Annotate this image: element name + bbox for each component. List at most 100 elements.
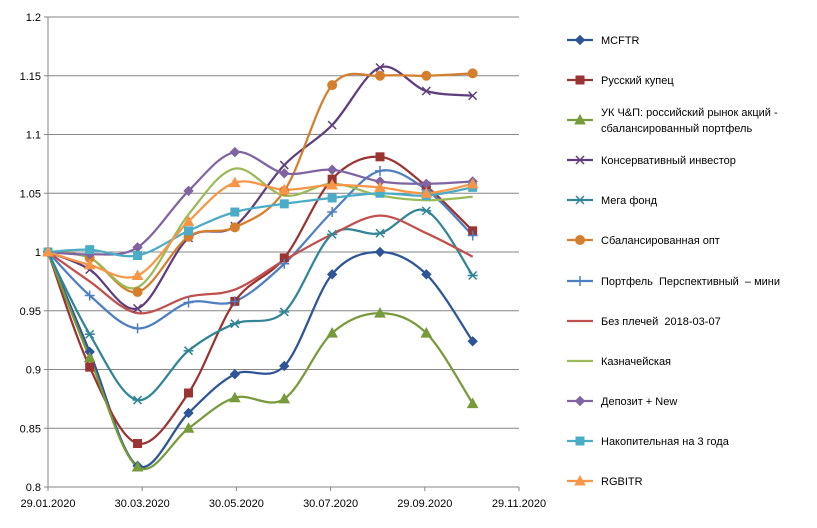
series-line-6 bbox=[47, 72, 473, 294]
data-point-marker bbox=[466, 177, 479, 189]
data-point-marker bbox=[375, 62, 385, 73]
y-tick-label: 0.95 bbox=[20, 306, 41, 318]
x-tick-label: 29.01.2020 bbox=[20, 498, 75, 510]
legend: MCFTR Русский купец УК Ч&П: российский рын… bbox=[567, 34, 780, 488]
data-point-marker bbox=[468, 91, 478, 101]
data-point-marker bbox=[326, 327, 338, 338]
legend-label: RGBITR bbox=[601, 476, 643, 488]
x-tick-label: 30.07.2020 bbox=[303, 498, 358, 510]
data-point-marker bbox=[230, 207, 240, 217]
data-point-marker bbox=[375, 228, 386, 238]
data-point-marker bbox=[467, 270, 478, 281]
data-point-marker bbox=[420, 187, 433, 198]
data-point-marker bbox=[279, 160, 289, 170]
data-point-marker bbox=[42, 245, 54, 257]
tick-labels: 0.8 0.85 0.9 0.95 1 1.05 1.1 1.15 1.2 29.01.2020 3… bbox=[20, 12, 547, 510]
data-point-marker bbox=[326, 178, 338, 190]
legend-marker bbox=[575, 276, 585, 286]
data-point-marker bbox=[131, 460, 144, 472]
legend-label-cont: сбалансированный портфель bbox=[601, 123, 752, 135]
legend-marker bbox=[574, 474, 586, 486]
legend-label: Без плечей 2018-03-07 bbox=[601, 316, 721, 328]
legend-marker bbox=[575, 75, 585, 85]
data-point-marker bbox=[327, 207, 338, 218]
y-tick-label: 0.9 bbox=[26, 365, 41, 377]
data-point-marker bbox=[184, 226, 194, 236]
data-point-marker bbox=[184, 388, 194, 398]
legend-marker bbox=[575, 436, 585, 446]
data-point-marker bbox=[421, 70, 432, 81]
y-tick-label: 1.2 bbox=[26, 12, 41, 24]
data-point-marker bbox=[374, 246, 386, 258]
data-point-marker bbox=[229, 146, 241, 158]
legend-label: Русский купец bbox=[601, 75, 674, 87]
legend-label: Консервативный инвестор bbox=[601, 155, 736, 167]
legend-marker bbox=[574, 34, 586, 46]
series-line-12 bbox=[47, 180, 473, 279]
data-point-marker bbox=[327, 229, 338, 239]
data-point-marker bbox=[183, 346, 194, 356]
x-tick-label: 29.09.2020 bbox=[397, 498, 452, 510]
data-point-marker bbox=[421, 86, 431, 96]
x-tick-label: 30.03.2020 bbox=[115, 498, 170, 510]
data-point-marker bbox=[279, 307, 290, 317]
legend-label: MCFTR bbox=[601, 35, 640, 47]
data-point-marker bbox=[182, 215, 195, 226]
legend-marker bbox=[574, 395, 586, 407]
data-point-marker bbox=[327, 193, 337, 203]
data-point-marker bbox=[183, 185, 194, 197]
data-point-marker bbox=[133, 251, 143, 261]
legend-label: Мега фонд bbox=[601, 195, 658, 207]
data-point-marker bbox=[327, 120, 337, 130]
data-point-marker bbox=[278, 392, 291, 404]
y-tick-label: 0.8 bbox=[26, 482, 41, 494]
data-point-marker bbox=[279, 168, 290, 179]
series-line-9 bbox=[47, 167, 473, 290]
data-point-marker bbox=[83, 351, 96, 363]
data-point-marker bbox=[327, 80, 338, 91]
data-point-marker bbox=[229, 222, 240, 233]
data-point-marker bbox=[83, 258, 96, 270]
data-point-marker bbox=[132, 286, 143, 297]
data-point-marker bbox=[278, 183, 291, 195]
data-point-marker bbox=[326, 164, 338, 175]
series-line-8 bbox=[47, 214, 474, 315]
data-point-marker bbox=[279, 360, 290, 372]
series-line-11 bbox=[47, 186, 473, 258]
data-point-marker bbox=[326, 269, 338, 280]
legend-marker bbox=[575, 155, 585, 165]
data-point-marker bbox=[229, 296, 240, 307]
legend-label: УК Ч&П: российский рынок акций - bbox=[601, 107, 778, 119]
legend-label: Портфель Перспективный – мини bbox=[601, 276, 780, 288]
data-point-marker bbox=[467, 336, 478, 347]
data-point-marker bbox=[467, 230, 478, 241]
data-point-marker bbox=[374, 181, 386, 192]
data-point-marker bbox=[421, 269, 432, 280]
data-point-marker bbox=[279, 199, 289, 209]
x-tick-label: 30.05.2020 bbox=[209, 498, 264, 510]
y-tick-label: 1 bbox=[35, 247, 41, 259]
data-point-marker bbox=[84, 290, 95, 301]
data-point-marker bbox=[229, 368, 241, 380]
data-point-marker bbox=[182, 422, 195, 433]
x-tick-label: 29.11.2020 bbox=[492, 498, 546, 510]
data-point-marker bbox=[131, 269, 144, 280]
data-point-marker bbox=[183, 407, 194, 419]
data-point-marker bbox=[183, 297, 194, 308]
series-line-7 bbox=[47, 169, 474, 330]
y-tick-label: 1.1 bbox=[26, 130, 41, 142]
legend-marker bbox=[575, 235, 585, 245]
data-point-marker bbox=[132, 395, 143, 405]
series-line-5 bbox=[46, 208, 474, 402]
data-point-marker bbox=[85, 362, 95, 372]
data-point-marker bbox=[375, 165, 386, 176]
legend-label: Казначейская bbox=[601, 356, 671, 368]
data-point-marker bbox=[375, 70, 386, 81]
data-point-marker bbox=[279, 258, 290, 269]
data-point-marker bbox=[229, 319, 240, 329]
series-lines bbox=[46, 65, 474, 471]
series-markers bbox=[42, 62, 479, 472]
series-line-4 bbox=[47, 65, 473, 310]
